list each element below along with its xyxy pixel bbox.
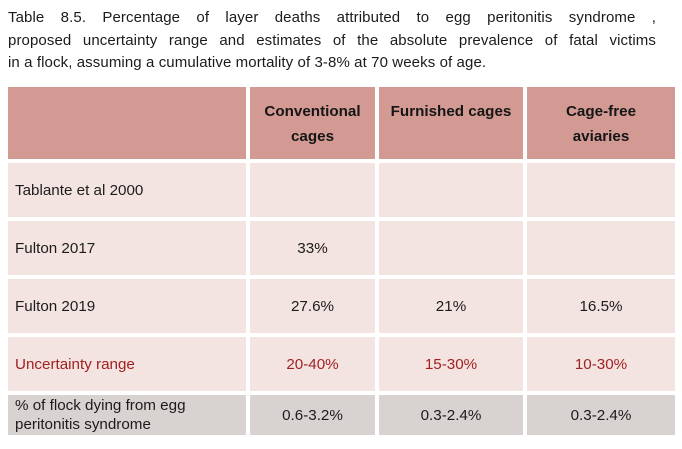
row-label-tablante-2000: Tablante et al 2000 [8,163,246,217]
table-caption: Table 8.5. Percentage of layer deaths at… [8,7,656,75]
row-label-fulton-2017: Fulton 2017 [8,221,246,275]
data-cell: 16.5% [527,279,675,333]
table-8-5: Conventional cages Furnished cages Cage-… [8,87,675,435]
caption-line-3: in a flock, assuming a cumulative mortal… [8,54,487,71]
data-cell: 27.6% [250,279,375,333]
caption-line-2: proposed uncertainty range and estimates… [8,31,656,49]
header-cell-furnished-cages: Furnished cages [379,87,523,159]
row-label-uncertainty-range: Uncertainty range [8,337,246,391]
caption-line-1: Table 8.5. Percentage of layer deaths at… [8,9,656,26]
data-cell: 15-30% [379,337,523,391]
data-cell [527,221,675,275]
data-cell [250,163,375,217]
header-cell-conventional-cages: Conventional cages [250,87,375,159]
data-cell [379,221,523,275]
data-cell: 0.3-2.4% [379,395,523,435]
data-cell: 21% [379,279,523,333]
data-cell: 0.6-3.2% [250,395,375,435]
data-cell: 0.3-2.4% [527,395,675,435]
row-label-flock-dying-pct: % of flock dying from egg peritonitis sy… [8,395,246,435]
data-cell [527,163,675,217]
data-cell: 10-30% [527,337,675,391]
header-cell-cage-free-aviaries: Cage-free aviaries [527,87,675,159]
data-cell: 33% [250,221,375,275]
data-cell: 20-40% [250,337,375,391]
header-cell-corner [8,87,246,159]
data-cell [379,163,523,217]
row-label-fulton-2019: Fulton 2019 [8,279,246,333]
